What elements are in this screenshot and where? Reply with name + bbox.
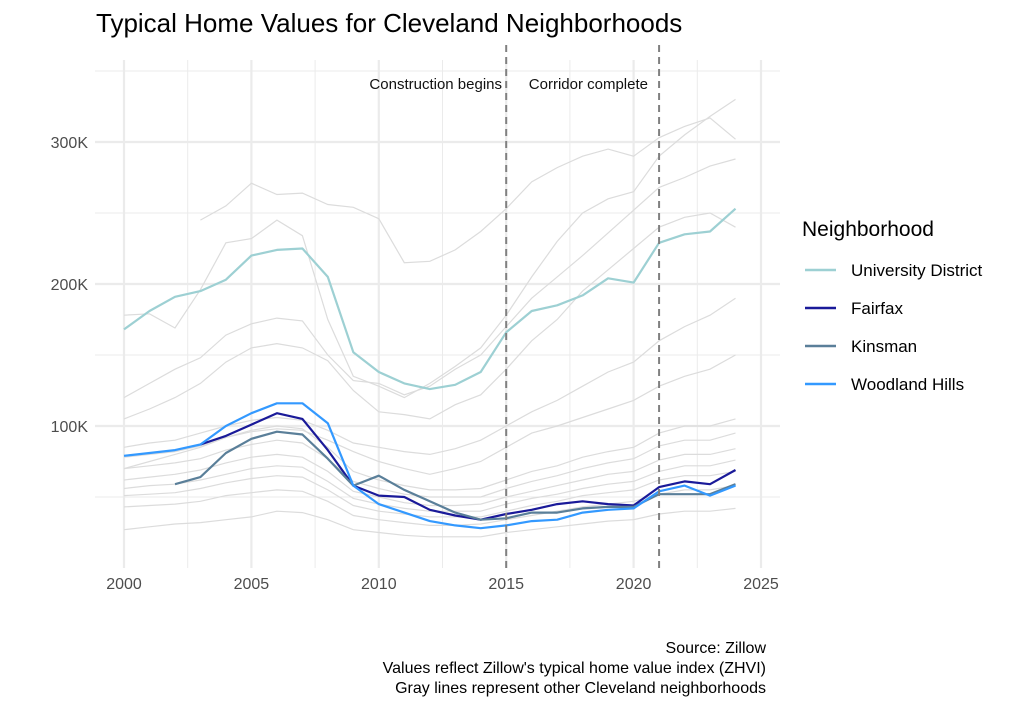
caption-source: Source: Zillow (666, 640, 767, 657)
x-tick-label: 2000 (106, 576, 142, 593)
caption-note: Values reflect Zillow's typical home val… (383, 660, 766, 677)
series-line-kinsman (174, 430, 736, 521)
other-neighborhood-line (123, 297, 736, 456)
other-neighborhood-line (123, 459, 736, 512)
series-lines (123, 207, 737, 530)
x-tick-label: 2025 (743, 576, 779, 593)
grid (95, 60, 780, 568)
series-line-university-district (123, 207, 737, 391)
legend-label: Woodland Hills (851, 375, 964, 394)
other-neighborhood-line (123, 212, 736, 420)
other-neighborhood-line (123, 507, 736, 538)
x-axis: 2000 2005 2010 2015 2020 2025 (106, 576, 779, 593)
chart-title: Typical Home Values for Cleveland Neighb… (96, 8, 682, 38)
x-tick-label: 2010 (361, 576, 397, 593)
y-tick-label: 300K (51, 135, 89, 152)
y-tick-label: 200K (51, 277, 89, 294)
other-neighborhood-line (123, 354, 736, 475)
annotation-construction: Construction begins (369, 76, 502, 93)
other-neighborhood-line (123, 470, 736, 518)
series-line-fairfax (200, 412, 737, 521)
y-tick-label: 100K (51, 419, 89, 436)
legend-label: University District (851, 261, 983, 280)
legend-item: Kinsman (805, 337, 917, 356)
other-neighborhood-line (200, 117, 736, 264)
legend-item: Fairfax (805, 299, 903, 318)
other-neighborhood-line (123, 485, 736, 526)
annotation-corridor: Corridor complete (529, 76, 648, 93)
y-axis: 100K 200K 300K (51, 135, 89, 436)
other-neighborhood-line (123, 158, 736, 399)
other-neighborhood-line (123, 98, 736, 399)
series-line-woodland-hills (123, 402, 736, 530)
x-tick-label: 2020 (616, 576, 652, 593)
other-neighborhood-line (123, 432, 736, 498)
other-neighborhood-line (123, 418, 736, 491)
x-tick-label: 2015 (488, 576, 524, 593)
other-neighborhood-lines (123, 98, 736, 538)
legend-label: Kinsman (851, 337, 917, 356)
other-neighborhood-line (123, 448, 736, 507)
legend-item: Woodland Hills (805, 375, 964, 394)
legend-label: Fairfax (851, 299, 903, 318)
legend-item: University District (805, 261, 983, 280)
legend: Neighborhood University District Fairfax K… (802, 218, 983, 394)
legend-title: Neighborhood (802, 218, 934, 241)
x-tick-label: 2005 (234, 576, 270, 593)
caption: Source: Zillow Values reflect Zillow's t… (383, 640, 767, 697)
annotation-lines (505, 45, 661, 568)
caption-gray-lines: Gray lines represent other Cleveland nei… (395, 680, 766, 697)
